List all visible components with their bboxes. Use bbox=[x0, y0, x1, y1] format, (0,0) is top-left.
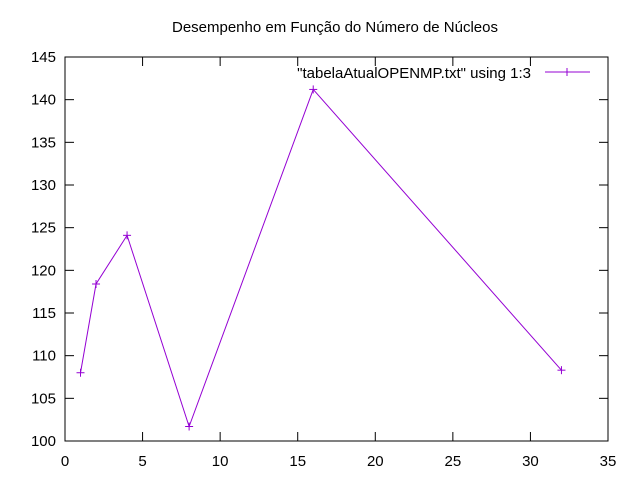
series-layer bbox=[76, 85, 566, 431]
data-point-marker bbox=[76, 368, 85, 377]
x-tick-label: 15 bbox=[289, 453, 306, 470]
x-tick-label: 35 bbox=[600, 453, 617, 470]
x-tick-label: 30 bbox=[522, 453, 539, 470]
y-tick-label: 135 bbox=[31, 134, 56, 151]
x-tick-label: 0 bbox=[61, 453, 69, 470]
plot-frame bbox=[64, 56, 609, 442]
x-tick-label: 5 bbox=[138, 453, 146, 470]
data-point-marker bbox=[185, 422, 194, 431]
y-tick-label: 105 bbox=[31, 390, 56, 407]
y-tick-label: 110 bbox=[32, 348, 56, 365]
legend-marker bbox=[563, 68, 571, 76]
chart-title: Desempenho em Função do Número de Núcleo… bbox=[172, 19, 498, 36]
data-point-marker bbox=[123, 231, 132, 240]
x-tick-label: 25 bbox=[445, 453, 462, 470]
x-tick-label: 10 bbox=[212, 453, 229, 470]
data-point-marker bbox=[309, 85, 318, 94]
y-tick-label: 120 bbox=[31, 262, 56, 279]
y-tick-label: 140 bbox=[31, 92, 56, 109]
y-tick-label: 130 bbox=[31, 177, 56, 194]
y-axis: 100 105 110 115 120 125 130 135 140 145 bbox=[31, 49, 608, 450]
y-tick-label: 145 bbox=[31, 49, 56, 66]
legend-label: "tabelaAtualOPENMP.txt" using 1:3 bbox=[297, 65, 531, 82]
y-tick-label: 125 bbox=[31, 220, 56, 237]
data-point-marker bbox=[92, 279, 101, 288]
data-point-marker bbox=[557, 366, 566, 375]
legend: "tabelaAtualOPENMP.txt" using 1:3 bbox=[297, 65, 590, 82]
series-line bbox=[80, 88, 562, 429]
y-tick-label: 115 bbox=[32, 305, 56, 322]
y-tick-label: 100 bbox=[31, 433, 56, 450]
x-tick-label: 20 bbox=[367, 453, 384, 470]
x-axis: 0 5 10 15 20 25 30 35 bbox=[61, 57, 617, 470]
